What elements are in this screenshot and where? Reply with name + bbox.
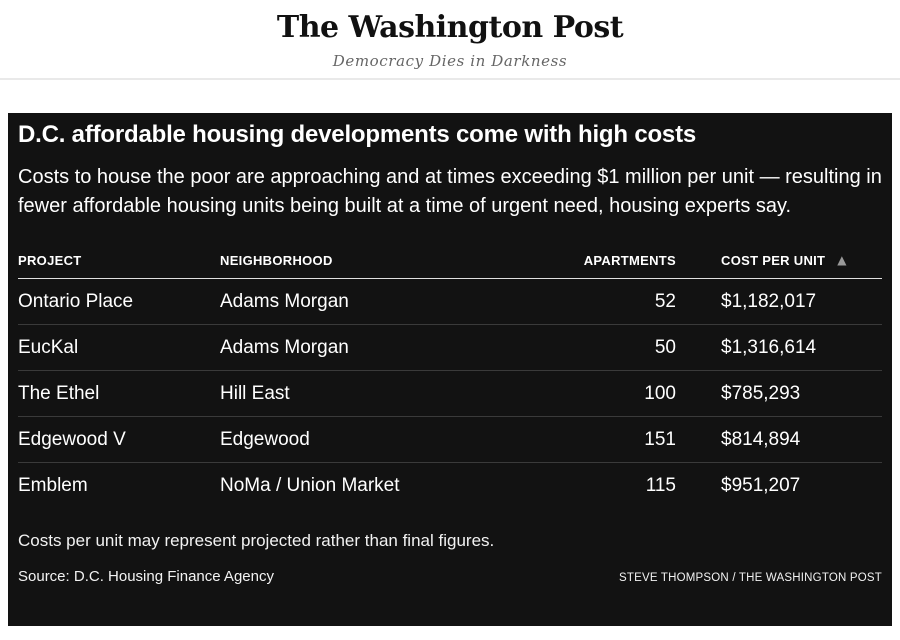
byline-credit: STEVE THOMPSON / THE WASHINGTON POST: [618, 572, 882, 584]
apartments-cell: 115: [645, 474, 676, 496]
column-header-cost-per-unit[interactable]: COST PER UNIT ▲: [680, 253, 882, 268]
column-header-apartments[interactable]: APARTMENTS: [583, 253, 676, 268]
cost-per-unit-cell: $814,894: [721, 428, 801, 450]
table-row: Emblem NoMa / Union Market 115 $951,207: [18, 463, 882, 508]
neighborhood-cell: Adams Morgan: [220, 290, 349, 312]
apartments-cell: 52: [654, 290, 676, 312]
washington-post-logo[interactable]: The Washington Post: [276, 10, 624, 45]
sort-ascending-icon[interactable]: ▲: [837, 253, 847, 267]
masthead-divider: [0, 78, 900, 80]
apartments-cell: 151: [644, 428, 676, 450]
project-cell: Ontario Place: [18, 290, 134, 312]
column-header-neighborhood[interactable]: NEIGHBORHOOD: [220, 253, 333, 268]
cost-per-unit-cell: $1,182,017: [721, 290, 817, 312]
neighborhood-cell: Hill East: [220, 382, 290, 404]
project-cell: Emblem: [18, 474, 88, 496]
neighborhood-cell: NoMa / Union Market: [220, 474, 400, 496]
masthead-tagline: Democracy Dies in Darkness: [332, 52, 568, 70]
neighborhood-cell: Edgewood: [220, 428, 310, 450]
masthead: The Washington Post Democracy Dies in Da…: [0, 0, 900, 70]
table-row: Ontario Place Adams Morgan 52 $1,182,017: [18, 279, 882, 325]
table-footnote: Costs per unit may represent projected r…: [18, 531, 495, 550]
source-label: Source: D.C. Housing Finance Agency: [18, 568, 274, 585]
cost-per-unit-cell: $785,293: [721, 382, 801, 404]
cost-per-unit-cell: $951,207: [721, 474, 801, 496]
project-cell: Edgewood V: [18, 428, 126, 450]
project-cell: EucKal: [18, 336, 79, 358]
chart-title: D.C. affordable housing developments com…: [18, 121, 697, 148]
table-header-row: PROJECT NEIGHBORHOOD APARTMENTS COST PER…: [18, 247, 882, 279]
table-row: The Ethel Hill East 100 $785,293: [18, 371, 882, 417]
column-header-cost-label: COST PER UNIT: [721, 253, 826, 268]
source-row: Source: D.C. Housing Finance Agency STEV…: [18, 568, 882, 585]
housing-table-panel: D.C. affordable housing developments com…: [8, 113, 892, 626]
apartments-cell: 100: [644, 382, 676, 404]
housing-table: PROJECT NEIGHBORHOOD APARTMENTS COST PER…: [18, 247, 882, 508]
chart-subtitle: Costs to house the poor are approaching …: [18, 166, 882, 217]
project-cell: The Ethel: [18, 382, 100, 404]
table-row: EucKal Adams Morgan 50 $1,316,614: [18, 325, 882, 371]
cost-per-unit-cell: $1,316,614: [721, 336, 817, 358]
column-header-project[interactable]: PROJECT: [18, 253, 82, 268]
table-row: Edgewood V Edgewood 151 $814,894: [18, 417, 882, 463]
neighborhood-cell: Adams Morgan: [220, 336, 349, 358]
apartments-cell: 50: [654, 336, 676, 358]
